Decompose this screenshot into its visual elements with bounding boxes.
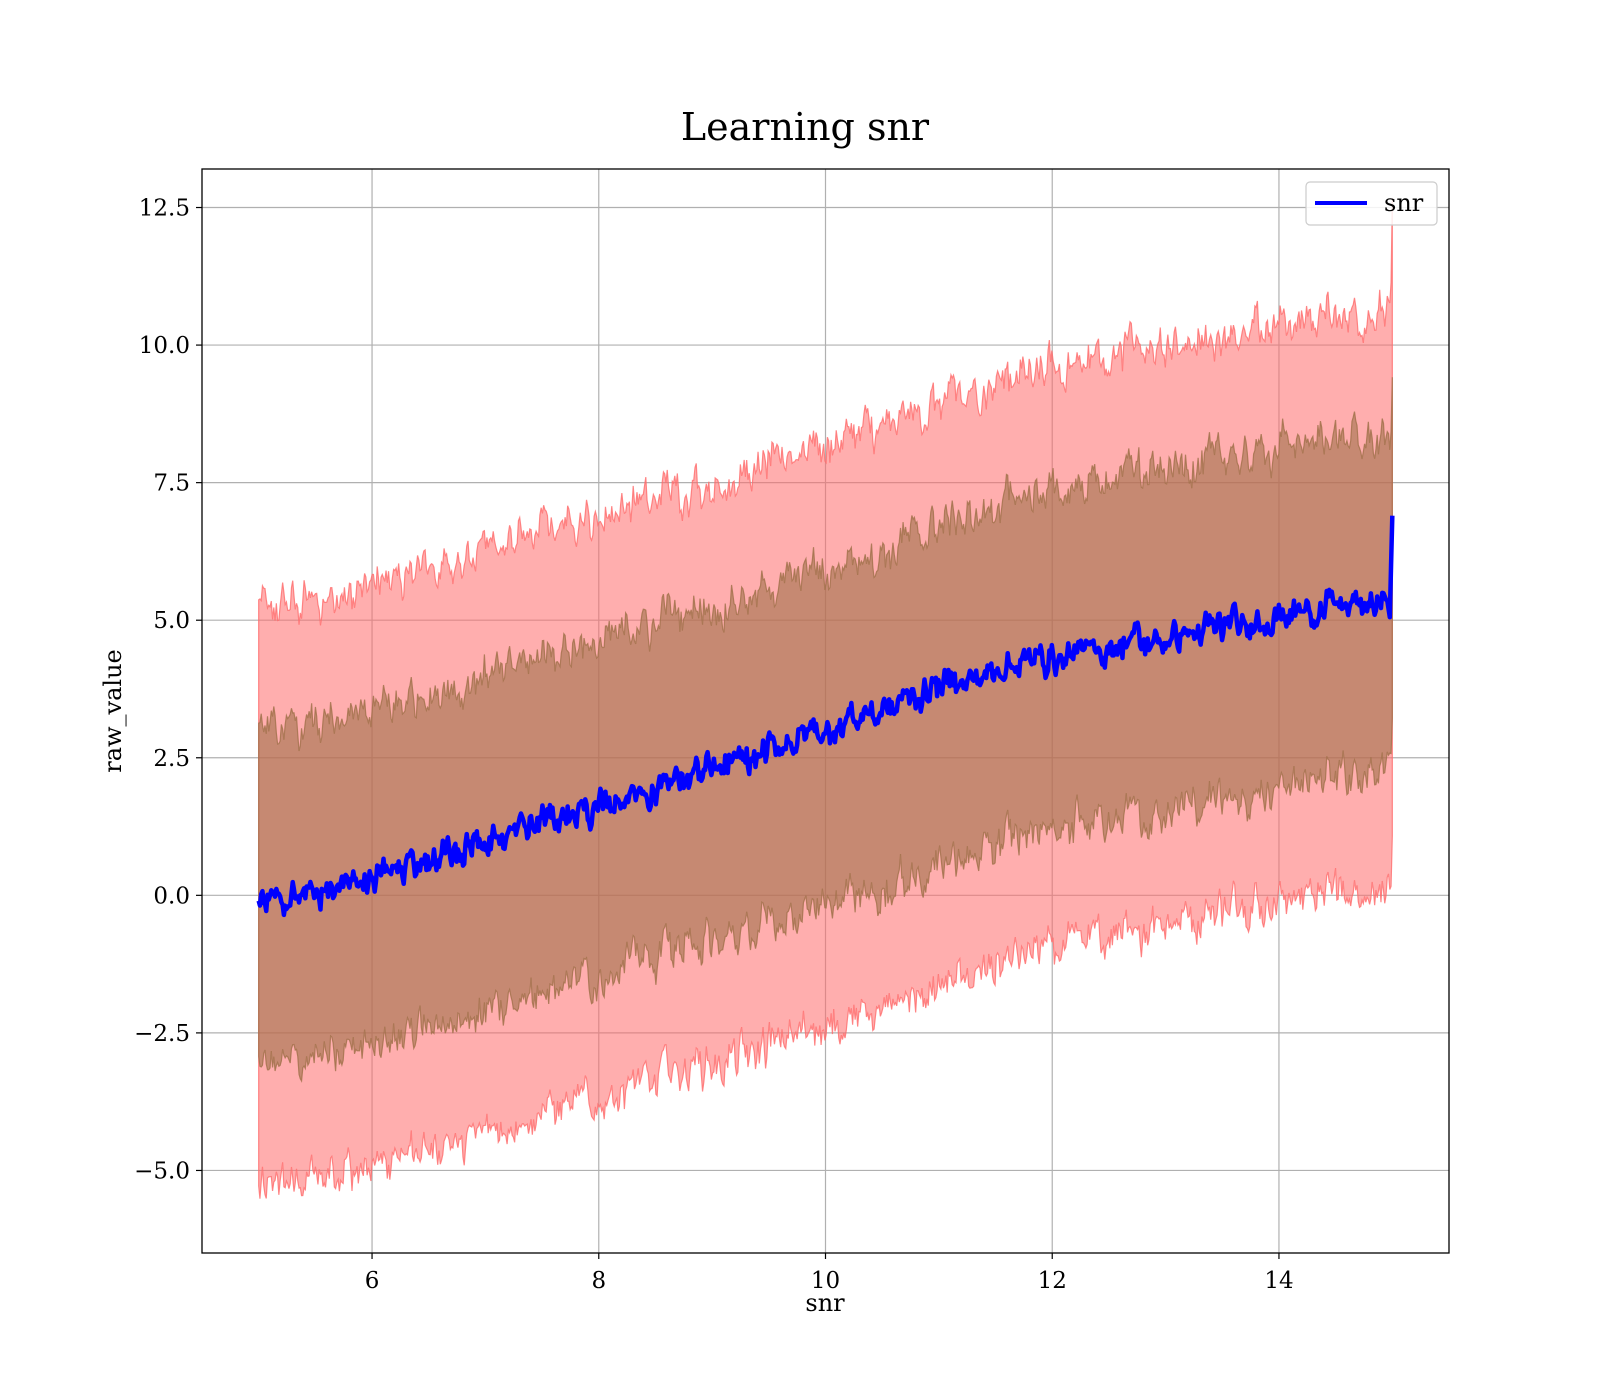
x-axis-label: snr [805, 1289, 845, 1317]
chart-title: Learning snr [681, 105, 930, 149]
x-tick-label: 6 [365, 1268, 380, 1294]
series-line-snr [256, 515, 1395, 918]
x-tick-label: 8 [591, 1268, 606, 1294]
y-tick-label: 10.0 [139, 333, 190, 359]
legend: snr [1305, 181, 1438, 226]
y-tick-label: 2.5 [153, 746, 190, 772]
y-tick-label: −2.5 [134, 1021, 190, 1047]
y-tick-label: 0.0 [153, 883, 190, 909]
series-lines [256, 515, 1395, 918]
y-tick-label: 7.5 [153, 471, 190, 497]
x-tick-label: 12 [1038, 1268, 1067, 1294]
x-tick-label: 14 [1264, 1268, 1293, 1294]
legend-box [1305, 181, 1438, 226]
axis-ticks: 6 8 10 12 14 −5.0 −2.5 0.0 2.5 5.0 7.5 10.0 12.5 [134, 196, 1293, 1294]
legend-label-snr: snr [1384, 189, 1424, 217]
y-axis-label: raw_value [99, 649, 127, 773]
y-tick-label: −5.0 [134, 1158, 190, 1184]
y-tick-label: 12.5 [139, 196, 190, 222]
x-tick-label: 10 [811, 1268, 840, 1294]
y-tick-label: 5.0 [153, 608, 190, 634]
